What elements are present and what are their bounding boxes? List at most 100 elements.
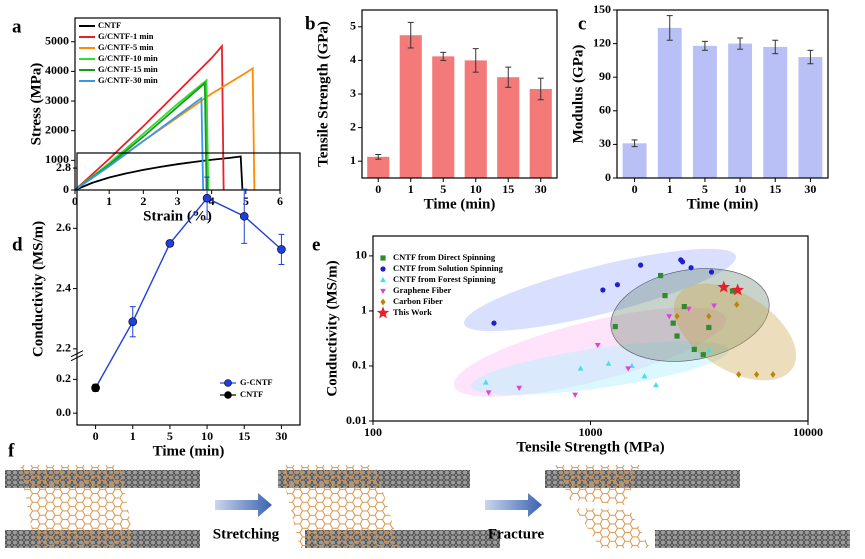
legend-label: G/CNTF-1 min [98, 31, 154, 41]
y-axis-label: Stress (MPa) [28, 63, 44, 146]
legend-marker [380, 298, 386, 306]
bar [529, 88, 552, 178]
y-tick-label: 3 [350, 86, 356, 100]
legend-marker [380, 288, 386, 295]
panel-letter: c [578, 13, 586, 34]
line [74, 43, 225, 191]
bar [657, 27, 682, 179]
line [74, 155, 244, 191]
marker [641, 373, 648, 379]
y-axis-label: Tensile Strength (GPa) [315, 21, 331, 167]
marker [717, 280, 731, 293]
marker [705, 347, 712, 353]
plot-frame [76, 152, 301, 426]
y-tick-label: 1 [361, 303, 367, 317]
error-bar [407, 21, 414, 49]
marker [753, 371, 760, 378]
panel-letter: b [305, 13, 316, 34]
x-tick-label: 1 [106, 194, 112, 208]
y-tick-label: 150 [593, 2, 611, 16]
error-bar [807, 49, 814, 65]
marker [670, 320, 676, 326]
region [464, 248, 736, 332]
marker [700, 352, 706, 358]
y-tick-label: 0.2 [56, 371, 71, 385]
legend-label: CNTF [98, 20, 121, 30]
y-tick-label: 2.2 [56, 341, 71, 355]
graphene [20, 465, 135, 548]
marker [165, 239, 175, 248]
line [94, 197, 282, 389]
legend-label: CNTF from Solution Spinning [393, 263, 504, 273]
error-bar [375, 153, 382, 160]
legend-marker [380, 255, 386, 261]
marker [674, 312, 680, 320]
x-tick-label: 1 [667, 182, 673, 196]
y-axis-label: Conductivity (MS/m) [30, 221, 46, 357]
marker [638, 262, 644, 268]
x-tick-label: 15 [238, 429, 250, 443]
diagram-f: f Stretching Fracture [5, 440, 850, 548]
error-bar [537, 77, 544, 101]
line [74, 96, 205, 191]
bar [798, 57, 823, 178]
marker [277, 245, 286, 254]
panel-letter: d [12, 234, 23, 255]
x-tick-label: 30 [535, 182, 547, 196]
panel-letter: e [312, 234, 320, 255]
y-axis-label: Conductivity (MS/m) [324, 260, 340, 396]
y-tick-label: 2000 [45, 122, 69, 136]
nanotube [655, 530, 850, 548]
regions [453, 248, 797, 397]
x-tick-label: 5 [167, 429, 173, 443]
marker [128, 317, 138, 327]
x-tick-label: 1 [408, 182, 414, 196]
marker [706, 312, 712, 320]
x-tick-label: 15 [502, 182, 514, 196]
marker [736, 371, 742, 378]
error-bar [440, 51, 447, 61]
panel-letter: f [8, 440, 15, 461]
marker [662, 292, 668, 299]
legend-label: CNTF [240, 389, 263, 399]
marker [711, 303, 717, 309]
y-tick-label: 1000 [45, 152, 69, 166]
line [74, 78, 210, 191]
y-tick-label: 2.8 [56, 160, 71, 174]
region [453, 307, 727, 397]
y-tick-label: 60 [599, 103, 611, 117]
marker [681, 303, 687, 310]
error-bar [631, 139, 638, 148]
line [74, 81, 208, 191]
x-axis-label: Time (min) [153, 443, 225, 459]
x-tick-label: 0 [72, 194, 78, 208]
marker [91, 383, 100, 393]
marker [625, 366, 632, 372]
y-tick-label: 30 [599, 136, 611, 150]
y-tick-label: 2.4 [56, 280, 71, 294]
legend-label: This Work [393, 307, 432, 317]
marker [572, 392, 579, 398]
marker [202, 193, 212, 203]
x-tick-label: 30 [804, 182, 816, 196]
x-tick-label: 10 [201, 429, 213, 443]
marker [691, 346, 697, 353]
graphene [555, 465, 640, 505]
marker [612, 323, 618, 330]
x-tick-label: 5 [243, 194, 249, 208]
marker [734, 301, 740, 309]
marker [653, 381, 659, 388]
error-bar [666, 15, 673, 41]
x-tick-label: 30 [275, 429, 287, 443]
marker [674, 333, 680, 339]
x-tick-label: 1000 [579, 425, 603, 439]
bar [497, 77, 520, 178]
y-tick-label: 0 [605, 170, 611, 184]
y-tick-label: 0.01 [346, 413, 367, 427]
y-tick-label: 120 [593, 35, 611, 49]
marker [482, 379, 489, 385]
y-axis-label: Modulus (GPa) [570, 45, 586, 144]
arrow [215, 493, 272, 517]
legend-label: G/CNTF-15 min [98, 64, 158, 74]
